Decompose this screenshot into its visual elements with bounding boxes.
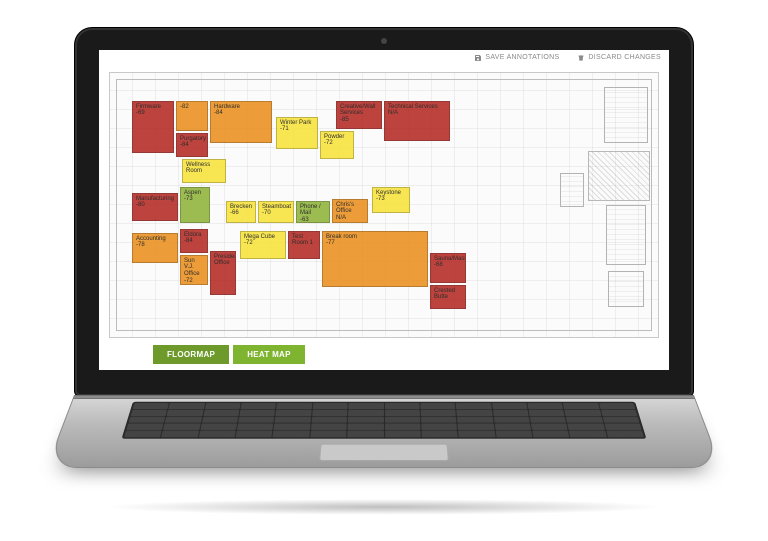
room-zone[interactable]: Hardware-84	[210, 101, 272, 143]
bottom-tabs: FLOORMAP HEAT MAP	[153, 345, 305, 364]
room-value: -69	[136, 110, 170, 117]
room-name: Keystone	[376, 190, 406, 197]
room-value: -73	[376, 196, 406, 203]
room-zone[interactable]: President's Office	[210, 251, 236, 295]
discard-label: DISCARD CHANGES	[588, 54, 661, 61]
room-name: Chris's Office	[336, 202, 364, 216]
room-zone[interactable]: Break room-77	[322, 231, 428, 287]
room-value: -72	[324, 140, 350, 147]
camera-dot	[381, 38, 387, 44]
discard-changes-button[interactable]: DISCARD CHANGES	[577, 54, 661, 62]
room-value: -84	[180, 142, 204, 149]
room-value: -80	[136, 202, 174, 209]
room-zone[interactable]: Phone / Mail-63	[296, 201, 330, 223]
room-name: Eldora	[184, 232, 204, 239]
room-name: Hardware	[214, 104, 268, 111]
room-value: -71	[280, 126, 314, 133]
room-value: -66	[230, 210, 252, 217]
room-name: Phone / Mail	[300, 204, 326, 218]
room-zone[interactable]: Aspen-73	[180, 187, 210, 223]
room-name: Brecken	[230, 204, 252, 211]
room-value: -84	[214, 110, 268, 117]
trash-icon	[577, 54, 585, 62]
room-value: N/A	[388, 110, 446, 117]
save-label: SAVE ANNOTATIONS	[485, 54, 559, 61]
room-zone[interactable]: Chris's OfficeN/A	[332, 199, 368, 223]
room-zone[interactable]: Manufacturing-80	[132, 193, 178, 221]
room-zone[interactable]: Crested Butte	[430, 285, 466, 309]
laptop-mockup: SAVE ANNOTATIONS DISCARD CHANGES	[74, 27, 694, 515]
trackpad	[319, 443, 449, 460]
room-zone[interactable]: -82	[176, 101, 208, 131]
shadow	[104, 499, 664, 515]
room-zone[interactable]: Keystone-73	[372, 187, 410, 213]
room-value: -82	[180, 104, 204, 111]
room-name: Creative/Wall Services	[340, 104, 378, 118]
room-value: N/A	[336, 215, 364, 222]
room-name: Sauna/Mass.	[434, 256, 462, 263]
top-toolbar: SAVE ANNOTATIONS DISCARD CHANGES	[474, 54, 661, 62]
tab-floormap[interactable]: FLOORMAP	[153, 345, 229, 364]
keyboard	[122, 401, 647, 438]
room-name: Steamboat	[262, 204, 290, 211]
room-zone[interactable]: Accounting-78	[132, 233, 178, 263]
room-name: Wellness Room	[186, 162, 222, 176]
room-name: Mega Cube	[244, 234, 282, 241]
screen-bezel: SAVE ANNOTATIONS DISCARD CHANGES	[74, 27, 694, 397]
room-zone[interactable]: Winter Park-71	[276, 117, 318, 149]
room-zone[interactable]: Powder-72	[320, 131, 354, 159]
room-value: -77	[326, 240, 424, 247]
room-value: -73	[184, 196, 206, 203]
room-zone[interactable]: Creative/Wall Services-85	[336, 101, 382, 129]
room-name: Winter Park	[280, 120, 314, 127]
room-zone[interactable]: Purgatory-84	[176, 133, 208, 157]
floorplan-canvas[interactable]: Firmware-69-82Purgatory-84Hardware-84Wel…	[109, 72, 659, 338]
room-name: Accounting	[136, 236, 174, 243]
room-name: Test Room 1	[292, 234, 316, 248]
room-zone[interactable]: Mega Cube-72	[240, 231, 286, 259]
room-value: -68	[434, 262, 462, 269]
room-value: -78	[136, 242, 174, 249]
room-value: -84	[184, 238, 204, 245]
room-zone[interactable]: Firmware-69	[132, 101, 174, 153]
room-value: -63	[300, 217, 326, 222]
room-zone[interactable]: Test Room 1	[288, 231, 320, 259]
app-screen: SAVE ANNOTATIONS DISCARD CHANGES	[99, 50, 669, 370]
room-zone[interactable]: Wellness Room	[182, 159, 226, 183]
room-zone[interactable]: Eldora-84	[180, 229, 208, 253]
keyboard-deck	[46, 395, 722, 468]
room-zone[interactable]: Steamboat-70	[258, 201, 294, 223]
blueprint-detail	[530, 83, 650, 327]
room-name: Crested Butte	[434, 288, 462, 302]
hinge	[73, 395, 694, 399]
room-zone[interactable]: Sauna/Mass.-68	[430, 253, 466, 283]
room-name: Purgatory	[180, 136, 204, 143]
room-value: -72	[184, 278, 204, 284]
room-value: -85	[340, 117, 378, 124]
room-name: Sun V.J. Office	[184, 258, 204, 279]
room-name: Manufacturing	[136, 196, 174, 203]
room-zone[interactable]: Brecken-66	[226, 201, 256, 223]
room-value: -72	[244, 240, 282, 247]
room-zone[interactable]: Technical ServicesN/A	[384, 101, 450, 141]
room-name: Technical Services	[388, 104, 446, 111]
room-name: Powder	[324, 134, 350, 141]
room-name: President's Office	[214, 254, 232, 268]
room-zone[interactable]: Sun V.J. Office-72	[180, 255, 208, 285]
room-name: Aspen	[184, 190, 206, 197]
save-icon	[474, 54, 482, 62]
tab-heatmap[interactable]: HEAT MAP	[233, 345, 305, 364]
save-annotations-button[interactable]: SAVE ANNOTATIONS	[474, 54, 559, 62]
room-value: -70	[262, 210, 290, 217]
room-name: Break room	[326, 234, 424, 241]
room-name: Firmware	[136, 104, 170, 111]
